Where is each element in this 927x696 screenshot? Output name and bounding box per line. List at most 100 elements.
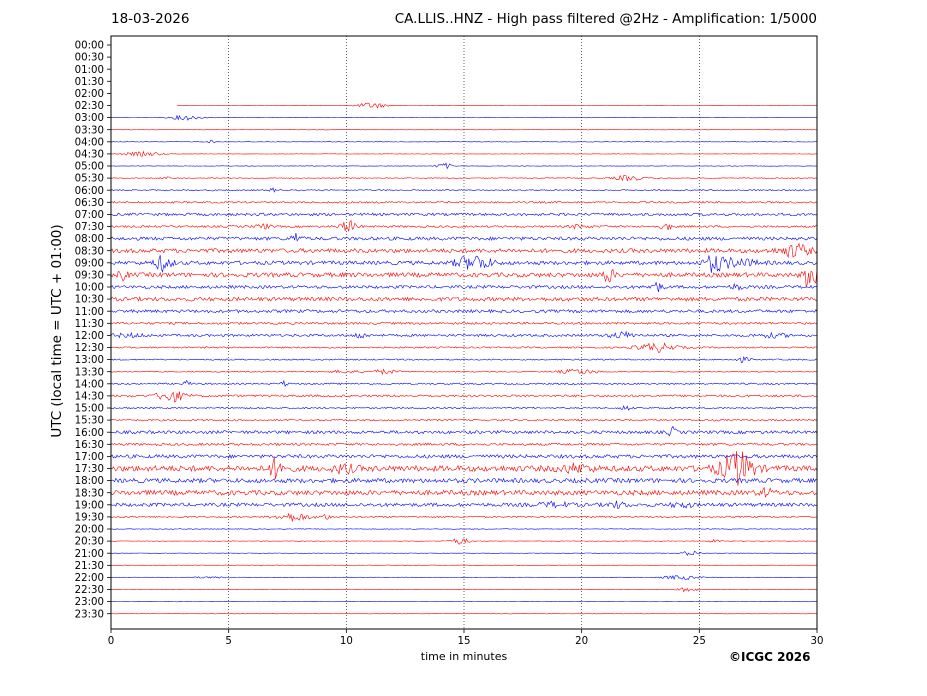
y-tick-label: 20:00 (75, 525, 104, 536)
y-tick-label: 17:30 (75, 464, 104, 475)
y-tick-label: 10:00 (75, 283, 104, 294)
trace-20-30 (111, 538, 818, 545)
y-tick-label: 18:30 (75, 488, 104, 499)
trace-14-30 (111, 391, 818, 403)
y-tick-label: 21:00 (75, 549, 104, 560)
y-tick-label: 16:30 (75, 440, 104, 451)
trace-15-00 (110, 405, 818, 411)
trace-20-00 (110, 528, 818, 530)
trace-18-00 (110, 477, 818, 484)
x-tick-label: 5 (225, 636, 231, 647)
trace-13-00 (110, 355, 818, 363)
trace-09-30 (110, 268, 818, 288)
y-tick-label: 05:00 (75, 162, 104, 173)
y-tick-label: 13:00 (75, 355, 104, 366)
trace-09-00 (110, 255, 818, 273)
grid-lines (228, 36, 700, 629)
x-tick-label: 15 (458, 636, 471, 647)
y-tick-label: 06:30 (75, 198, 104, 209)
trace-14-00 (110, 379, 818, 387)
trace-10-30 (110, 296, 818, 303)
trace-06-00 (110, 187, 818, 193)
y-tick-label: 07:00 (75, 210, 104, 221)
y-tick-label: 15:00 (75, 404, 104, 415)
x-tick-label: 10 (340, 636, 353, 647)
trace-13-30 (110, 368, 818, 376)
x-tick-labels: 0 5 10 15 20 25 30 (108, 629, 824, 647)
y-tick-label: 17:00 (75, 452, 104, 463)
y-tick-label: 09:30 (75, 271, 104, 282)
y-tick-label: 00:00 (75, 41, 104, 52)
y-tick-label: 11:00 (75, 307, 104, 318)
y-tick-label: 00:30 (75, 53, 104, 64)
trace-22-30 (110, 587, 818, 593)
y-tick-label: 19:00 (75, 500, 104, 511)
trace-06-30 (110, 200, 818, 204)
trace-21-00 (110, 550, 817, 556)
trace-19-30 (110, 512, 818, 522)
trace-11-30 (110, 321, 818, 325)
trace-05-00 (110, 162, 818, 170)
y-axis-label: UTC (local time = UTC + 01:00) (49, 224, 65, 438)
y-tick-labels: 00:0000:3001:0001:3002:0002:3003:0003:30… (75, 41, 111, 620)
y-tick-label: 07:30 (75, 222, 104, 233)
y-tick-label: 02:30 (75, 101, 104, 112)
y-tick-label: 02:00 (75, 89, 104, 100)
copyright-credit: ©ICGC 2026 (729, 650, 811, 664)
y-tick-label: 14:00 (75, 379, 104, 390)
x-tick-label: 0 (108, 636, 114, 647)
trace-18-30 (110, 486, 818, 498)
trace-15-30 (110, 418, 818, 422)
x-tick-label: 30 (811, 636, 824, 647)
trace-16-00 (110, 425, 818, 437)
trace-03-00 (110, 114, 817, 121)
y-tick-label: 11:30 (75, 319, 104, 330)
trace-10-00 (110, 281, 818, 293)
y-tick-label: 09:00 (75, 258, 104, 269)
seismic-traces (110, 102, 818, 615)
y-tick-label: 20:30 (75, 537, 104, 548)
trace-12-00 (110, 330, 818, 339)
trace-08-00 (110, 233, 818, 242)
trace-22-00 (111, 575, 817, 580)
y-tick-label: 13:30 (75, 367, 104, 378)
y-tick-label: 03:30 (75, 125, 104, 136)
trace-16-30 (110, 442, 818, 447)
trace-17-30 (110, 450, 818, 486)
y-tick-label: 22:00 (75, 573, 104, 584)
trace-04-00 (110, 139, 817, 144)
y-tick-label: 08:30 (75, 246, 104, 257)
trace-07-30 (110, 220, 818, 232)
y-tick-label: 08:00 (75, 234, 104, 245)
y-tick-label: 23:30 (75, 609, 104, 620)
y-tick-label: 01:30 (75, 77, 104, 88)
y-tick-label: 12:00 (75, 331, 104, 342)
trace-02-30 (176, 102, 818, 109)
trace-04-30 (111, 150, 817, 157)
y-tick-label: 23:00 (75, 597, 104, 608)
x-tick-label: 25 (693, 636, 706, 647)
trace-08-30 (110, 242, 818, 259)
x-tick-label: 20 (575, 636, 588, 647)
y-tick-label: 04:30 (75, 150, 104, 161)
trace-17-00 (110, 453, 818, 459)
trace-11-00 (110, 308, 818, 314)
x-axis-label: time in minutes (420, 650, 508, 663)
y-tick-label: 14:30 (75, 392, 104, 403)
trace-12-30 (110, 342, 818, 353)
y-tick-label: 03:00 (75, 113, 104, 124)
trace-05-30 (110, 174, 818, 182)
y-tick-label: 15:30 (75, 416, 104, 427)
y-tick-label: 18:00 (75, 476, 104, 487)
trace-07-00 (110, 212, 818, 217)
y-tick-label: 16:00 (75, 428, 104, 439)
y-tick-label: 12:30 (75, 343, 104, 354)
y-tick-label: 22:30 (75, 585, 104, 596)
y-tick-label: 04:00 (75, 137, 104, 148)
y-tick-label: 05:30 (75, 174, 104, 185)
y-tick-label: 21:30 (75, 561, 104, 572)
y-tick-label: 06:00 (75, 186, 104, 197)
y-tick-label: 19:30 (75, 513, 104, 524)
